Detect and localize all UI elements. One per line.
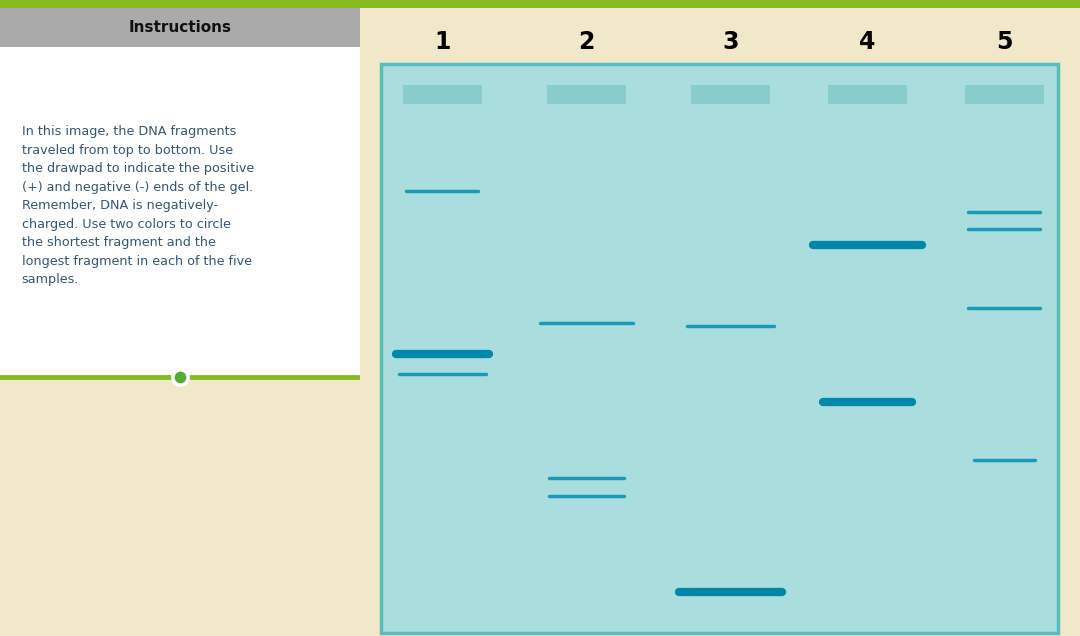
FancyBboxPatch shape [964,85,1044,104]
Text: 1: 1 [434,30,450,54]
FancyBboxPatch shape [0,8,360,47]
Text: Instructions: Instructions [129,20,231,35]
FancyBboxPatch shape [0,0,360,8]
FancyBboxPatch shape [360,0,1080,8]
FancyBboxPatch shape [691,85,770,104]
FancyBboxPatch shape [546,85,626,104]
FancyBboxPatch shape [403,85,482,104]
FancyBboxPatch shape [381,64,1058,633]
FancyBboxPatch shape [0,47,360,377]
Text: 2: 2 [579,30,595,54]
Text: 5: 5 [996,30,1013,54]
Text: 4: 4 [860,30,876,54]
FancyBboxPatch shape [828,85,907,104]
Text: 3: 3 [723,30,739,54]
Text: In this image, the DNA fragments
traveled from top to bottom. Use
the drawpad to: In this image, the DNA fragments travele… [22,125,254,286]
